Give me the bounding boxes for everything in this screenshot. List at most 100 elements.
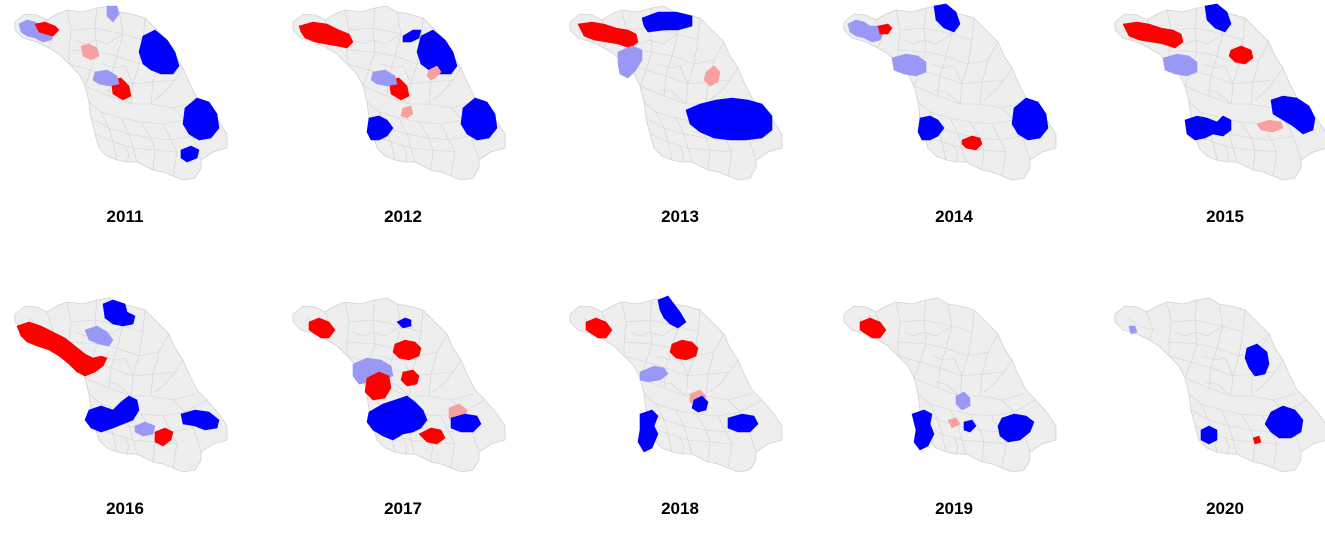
region-hot-mid-red [1228, 45, 1254, 65]
district-border [655, 403, 673, 453]
region-cold-east-coast-6 [1264, 405, 1304, 439]
district-border [1204, 381, 1232, 397]
province-map-2018 [569, 295, 783, 473]
district-border [1224, 437, 1230, 455]
district-border [899, 27, 973, 41]
region-hot-nw-red-wide [577, 21, 639, 49]
district-border [727, 399, 763, 413]
region-hot-nw-red [34, 21, 60, 37]
district-border [645, 409, 749, 433]
region-cold-light-center-lightblue-4 [955, 391, 971, 411]
district-border [352, 33, 402, 45]
district-border [1128, 317, 1154, 331]
region-cold-east-coast-5 [997, 413, 1035, 443]
province-map-2014 [843, 3, 1057, 181]
district-border [897, 341, 989, 357]
province-outline [1114, 297, 1325, 473]
district-border [929, 403, 947, 453]
year-label: 2014 [935, 207, 973, 226]
district-border [709, 67, 739, 101]
district-border [903, 325, 953, 337]
district-border [903, 33, 953, 45]
district-border [717, 415, 733, 469]
district-border [897, 49, 989, 65]
district-border [1001, 399, 1037, 413]
district-border [74, 33, 124, 45]
province-map-2019 [843, 297, 1057, 473]
district-border [1240, 121, 1256, 171]
district-border [90, 117, 194, 141]
district-border [104, 381, 132, 397]
district-border [1166, 301, 1172, 356]
province-map-2017 [292, 297, 506, 473]
district-border [913, 85, 1025, 109]
district-border [979, 333, 999, 397]
district-border [1170, 27, 1244, 41]
district-border [657, 63, 689, 85]
district-border [398, 117, 416, 163]
district-border [675, 117, 693, 163]
district-border [352, 325, 402, 337]
district-border [917, 101, 1015, 125]
district-border [1284, 119, 1302, 161]
year-label: 2016 [106, 499, 144, 518]
district-border [917, 393, 1015, 417]
district-border [931, 63, 963, 85]
region-hot-mid-red-3 [400, 369, 420, 387]
district-border [705, 333, 725, 397]
district-border [380, 355, 412, 377]
region-hot-mid-red-2 [669, 339, 699, 361]
region-cold-north-small-blue-2 [396, 317, 412, 329]
district-border [124, 437, 130, 455]
region-cold-light-west-lightblue-2 [1162, 53, 1198, 77]
district-border [162, 415, 178, 469]
region-cold-light-center-lightblue-3 [639, 365, 669, 383]
region-cold-east-coast-2 [1270, 95, 1316, 135]
district-border [625, 27, 699, 41]
district-border [66, 9, 72, 64]
district-border [1204, 89, 1232, 105]
region-cold-north-blue-4 [657, 295, 687, 329]
region-cold-sw-blue-large [366, 395, 428, 441]
district-border [897, 355, 1005, 377]
map-panel-2019: 2019 [834, 292, 1094, 556]
region-hot-south-red [961, 135, 983, 151]
year-label: 2018 [661, 499, 699, 518]
district-border [70, 27, 144, 41]
district-border [969, 413, 985, 463]
region-cold-sw-blue-5 [911, 409, 935, 451]
district-border [913, 377, 1025, 401]
district-border [402, 145, 408, 163]
map-panel-2016: 2016 [5, 292, 265, 556]
district-border [362, 85, 474, 109]
district-border [84, 377, 196, 401]
region-hot-nw-red-small-2 [308, 317, 336, 339]
district-border [657, 355, 689, 377]
region-hot-south-red-small [1252, 435, 1262, 445]
province-map-2016 [14, 297, 228, 473]
district-border [1184, 377, 1296, 401]
year-label: 2015 [1206, 207, 1244, 226]
region-cold-north-blue-2 [1204, 3, 1232, 33]
region-cold-sw-blue [917, 115, 945, 141]
district-border [150, 333, 170, 397]
district-border [675, 409, 693, 455]
district-border [659, 381, 687, 397]
region-cold-sw-blue-4 [637, 409, 659, 453]
region-warm-south-pink [400, 105, 414, 119]
district-border [933, 381, 961, 397]
district-border [348, 319, 422, 333]
region-cold-south-small [180, 145, 200, 163]
province-map-2020 [1114, 297, 1325, 473]
district-border [1262, 123, 1278, 177]
region-cold-east-coast [460, 97, 498, 141]
region-cold-light-west-lightblue-2 [891, 53, 927, 77]
region-hot-nw-red-wide [1122, 21, 1184, 49]
map-panel-2011: 2011 [5, 0, 265, 264]
district-border [979, 41, 999, 105]
district-border [68, 341, 160, 357]
region-warm-south-pink-2 [1256, 119, 1284, 133]
region-cold-se-large-blue [685, 97, 773, 141]
province-map-2015 [1114, 3, 1325, 181]
region-hot-center-red-2 [364, 371, 392, 401]
